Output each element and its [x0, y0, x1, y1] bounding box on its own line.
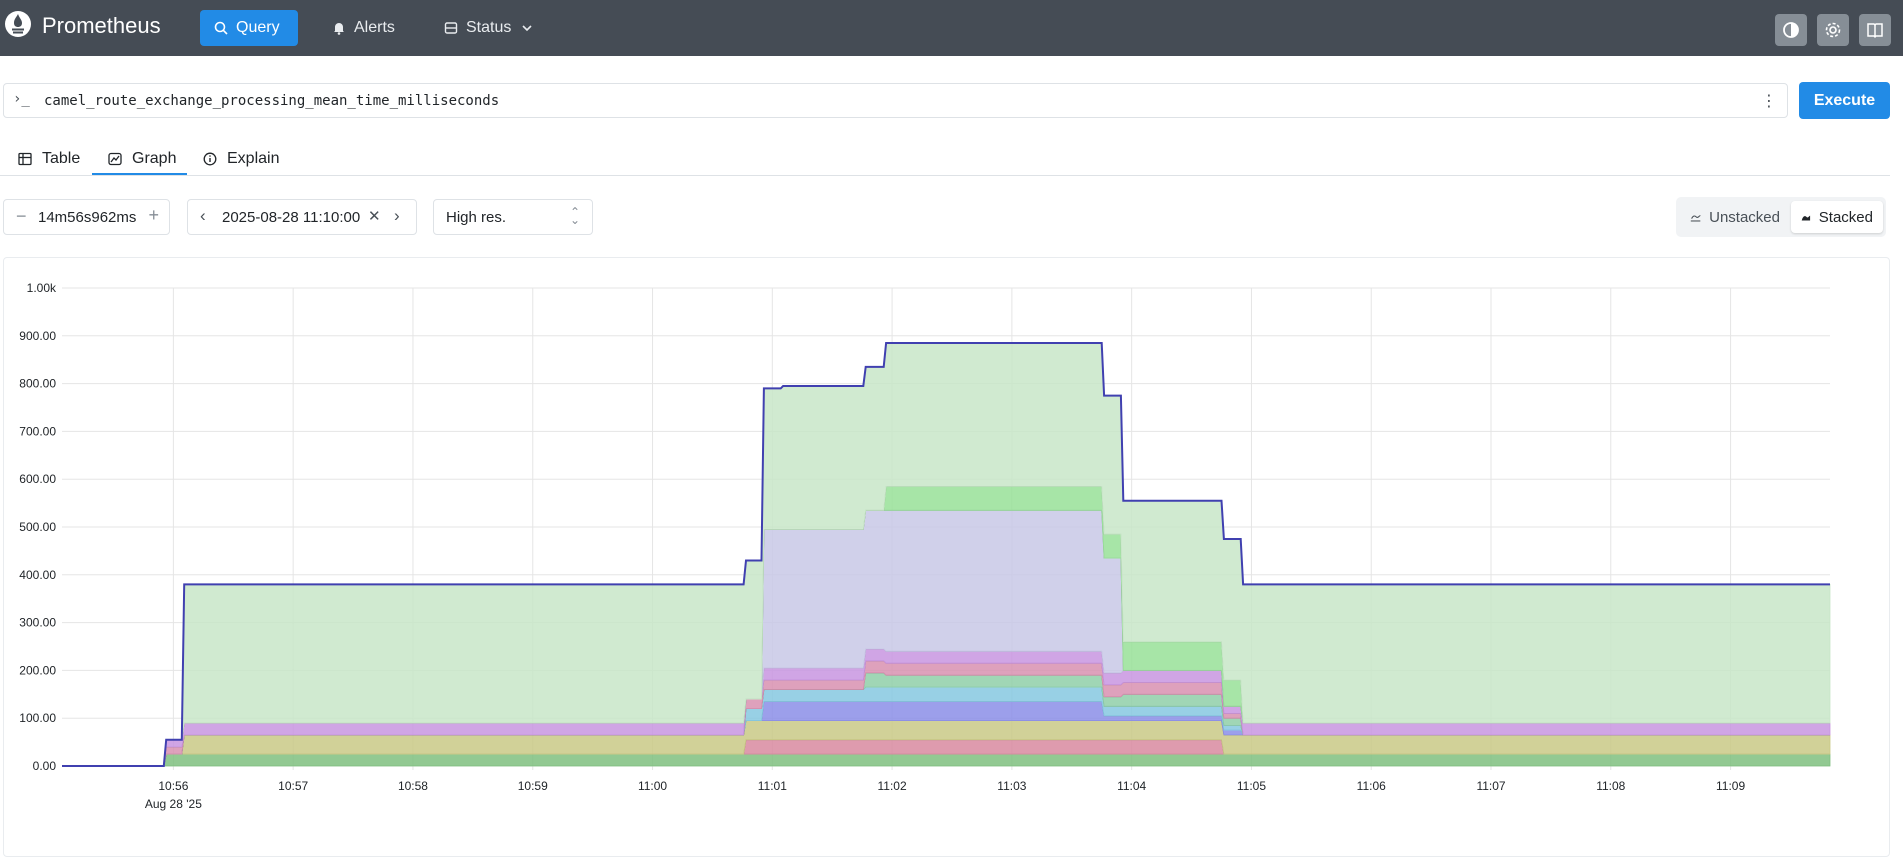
- stacked-label: Stacked: [1818, 208, 1873, 226]
- table-icon: [18, 152, 32, 166]
- resolution-value: High res.: [446, 209, 507, 226]
- nav-query-button[interactable]: Query: [200, 10, 298, 46]
- tab-explain-label: Explain: [227, 150, 280, 167]
- y-tick-label: 500.00: [19, 520, 56, 534]
- unstacked-label: Unstacked: [1709, 208, 1780, 226]
- app-title[interactable]: Prometheus: [42, 13, 161, 38]
- x-tick-label: 11:03: [997, 779, 1026, 793]
- nav-alerts-button[interactable]: Alerts: [318, 10, 409, 46]
- x-date-label: Aug 28 '25: [145, 797, 202, 811]
- y-tick-label: 700.00: [19, 424, 56, 438]
- range-value[interactable]: 14m56s962ms: [38, 209, 137, 226]
- x-tick-label: 11:05: [1237, 779, 1266, 793]
- stacked-option[interactable]: Stacked: [1791, 201, 1883, 233]
- clear-icon[interactable]: ✕: [368, 208, 381, 225]
- unstacked-option[interactable]: Unstacked: [1680, 201, 1790, 233]
- book-icon: [1867, 23, 1883, 39]
- x-tick-label: 10:59: [518, 779, 548, 793]
- y-tick-label: 0.00: [33, 759, 57, 773]
- resolution-select[interactable]: High res. ⌃ ⌄: [433, 199, 593, 235]
- y-tick-label: 800.00: [19, 377, 56, 391]
- x-tick-label: 11:08: [1596, 779, 1625, 793]
- tab-graph[interactable]: Graph: [108, 143, 176, 175]
- top-navbar: Prometheus Query Alerts Status: [0, 0, 1903, 56]
- more-options-icon[interactable]: ⋮: [1761, 93, 1777, 110]
- info-icon: [203, 152, 217, 166]
- gear-icon: [1825, 22, 1841, 38]
- x-tick-label: 11:07: [1476, 779, 1505, 793]
- docs-button[interactable]: [1859, 14, 1891, 46]
- tab-table[interactable]: Table: [18, 143, 80, 175]
- contrast-icon: [1783, 22, 1799, 38]
- expression-input[interactable]: ›_ camel_route_exchange_processing_mean_…: [3, 83, 1788, 118]
- y-tick-label: 200.00: [19, 663, 56, 677]
- x-tick-label: 11:04: [1117, 779, 1146, 793]
- decrease-range-icon[interactable]: −: [16, 206, 27, 226]
- chevron-right-icon[interactable]: ›: [394, 206, 400, 225]
- execute-button[interactable]: Execute: [1799, 82, 1890, 119]
- chevron-down-icon: [522, 25, 532, 32]
- x-tick-label: 11:06: [1357, 779, 1386, 793]
- y-tick-label: 1.00k: [27, 281, 57, 295]
- graph-panel: 0.00 100.00 200.00 300.00 400.00 500.00 600.00…: [3, 257, 1890, 857]
- nav-alerts-label: Alerts: [354, 19, 395, 36]
- total-series-line: [62, 342, 1830, 767]
- chevron-left-icon[interactable]: ‹: [200, 206, 206, 225]
- theme-toggle-button[interactable]: [1775, 14, 1807, 46]
- chart-icon: [108, 152, 122, 166]
- x-tick-label: 11:01: [758, 779, 787, 793]
- panel-tabs: Table Graph Explain: [0, 143, 1890, 176]
- prompt-icon: ›_: [13, 91, 30, 107]
- x-tick-label: 10:58: [398, 779, 428, 793]
- x-tick-label: 10:57: [278, 779, 308, 793]
- select-caret-icon: ⌃ ⌄: [569, 205, 580, 227]
- y-tick-label: 400.00: [19, 568, 56, 582]
- prometheus-logo-icon[interactable]: [4, 10, 32, 38]
- x-tick-label: 10:56: [158, 779, 188, 793]
- end-time-input[interactable]: ‹ 2025-08-28 11:10:00 ✕ ›: [187, 199, 417, 235]
- y-tick-label: 300.00: [19, 616, 56, 630]
- series-area-0: [62, 753, 1831, 767]
- nav-status-button[interactable]: Status: [430, 10, 547, 46]
- tab-table-label: Table: [42, 150, 81, 167]
- end-time-value[interactable]: 2025-08-28 11:10:00: [222, 209, 361, 226]
- search-icon: [214, 21, 228, 35]
- range-input[interactable]: − 14m56s962ms +: [3, 199, 170, 235]
- increase-range-icon[interactable]: +: [148, 205, 159, 225]
- expression-text[interactable]: camel_route_exchange_processing_mean_tim…: [44, 93, 500, 109]
- bell-icon: [334, 23, 344, 35]
- line-chart-icon: [1690, 214, 1701, 222]
- y-tick-label: 600.00: [19, 472, 56, 486]
- nav-status-label: Status: [466, 19, 512, 36]
- x-tick-label: 11:02: [878, 779, 907, 793]
- area-chart-icon: [1801, 215, 1811, 221]
- active-tab-indicator: [92, 173, 187, 175]
- tab-explain[interactable]: Explain: [203, 143, 279, 175]
- y-tick-label: 900.00: [19, 329, 56, 343]
- y-tick-label: 100.00: [19, 711, 56, 725]
- x-tick-label: 11:00: [638, 779, 667, 793]
- tab-graph-label: Graph: [132, 150, 177, 167]
- nav-query-label: Query: [236, 19, 280, 36]
- server-icon: [444, 22, 458, 34]
- stacked-area-chart[interactable]: 0.00 100.00 200.00 300.00 400.00 500.00 600.00…: [4, 258, 1889, 856]
- stacking-toggle: Unstacked Stacked: [1676, 197, 1886, 237]
- settings-button[interactable]: [1817, 14, 1849, 46]
- x-tick-label: 11:09: [1716, 779, 1745, 793]
